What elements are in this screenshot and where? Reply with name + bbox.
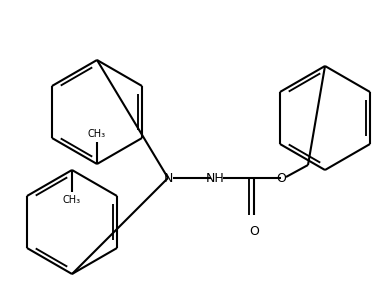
Text: CH₃: CH₃	[63, 195, 81, 205]
Text: N: N	[163, 172, 173, 185]
Text: CH₃: CH₃	[88, 129, 106, 139]
Text: NH: NH	[206, 172, 224, 185]
Text: O: O	[249, 225, 259, 238]
Text: O: O	[276, 172, 286, 185]
